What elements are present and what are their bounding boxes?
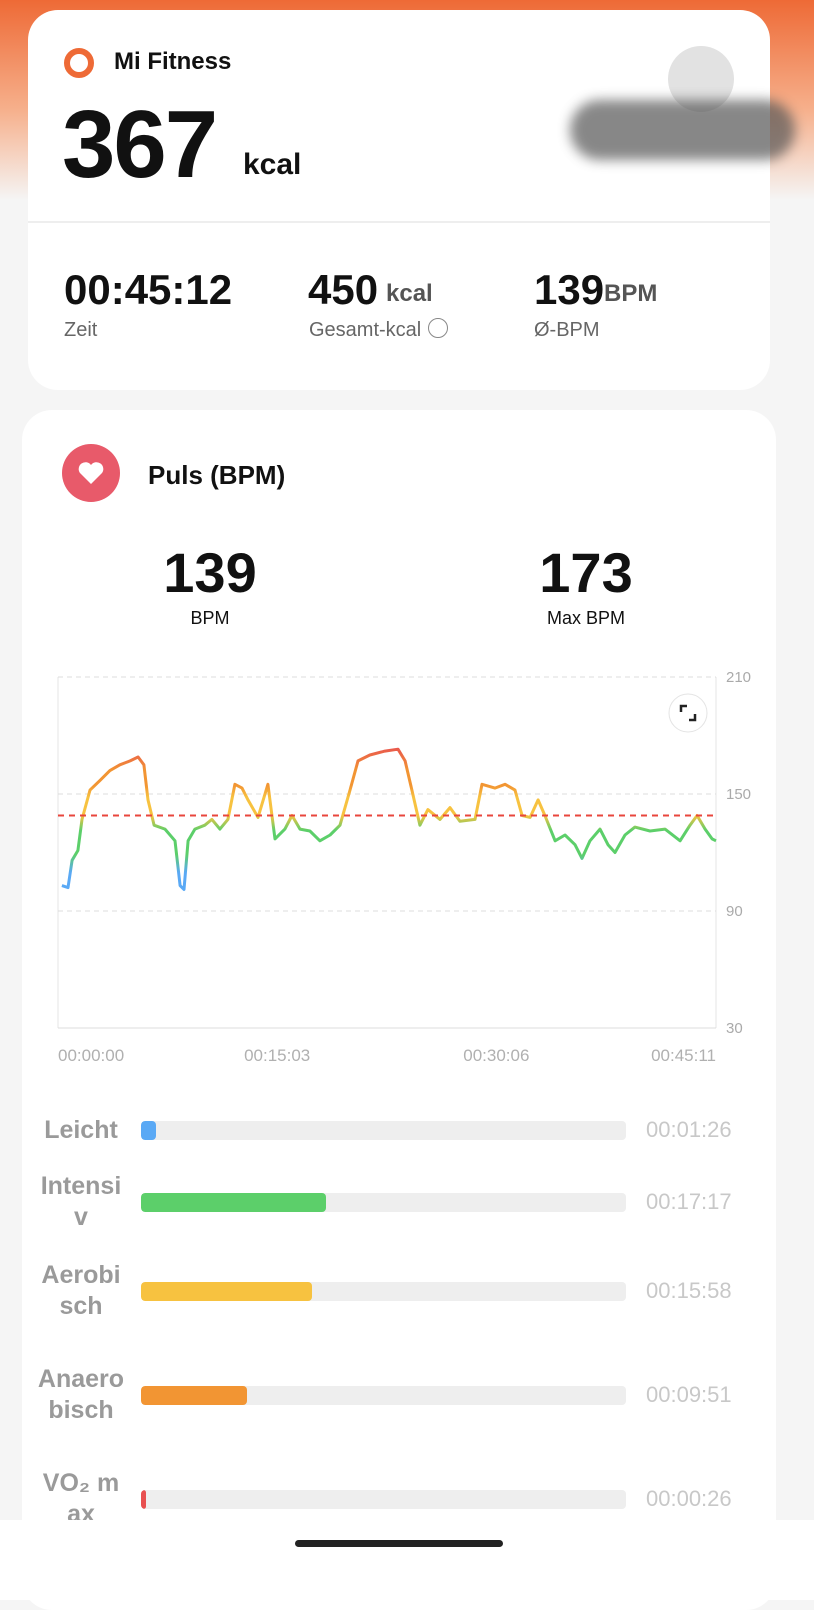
stat-label: Zeit bbox=[64, 319, 98, 341]
y-tick-label: 210 bbox=[726, 669, 751, 686]
zone-time: 00:15:58 bbox=[646, 1278, 732, 1303]
calories: 367 bbox=[62, 91, 218, 198]
zone-time: 00:01:26 bbox=[646, 1117, 732, 1142]
zone-bar bbox=[141, 1386, 247, 1405]
x-tick-label: 00:00:00 bbox=[58, 1046, 124, 1065]
info-icon[interactable] bbox=[428, 318, 448, 338]
plot: 30 90 150 210 00:00:00 00:15:03 00:30:06 00:45:… bbox=[58, 669, 751, 1065]
app-name: Mi Fitness bbox=[114, 48, 232, 75]
stat-label: Gesamt-kcal bbox=[309, 319, 422, 341]
pulse-card bbox=[22, 410, 776, 1610]
heart-icon bbox=[62, 444, 120, 502]
zone-bar bbox=[141, 1121, 157, 1140]
stat-label: Ø-BPM bbox=[534, 319, 600, 341]
stat-unit: BPM bbox=[604, 280, 658, 307]
stat-value: 450 bbox=[308, 266, 379, 313]
zone-bar bbox=[141, 1490, 146, 1509]
y-tick-label: 150 bbox=[726, 786, 751, 803]
zone-bar bbox=[141, 1193, 327, 1212]
zone-track bbox=[141, 1282, 626, 1301]
x-tick-label: 00:45:11 bbox=[651, 1046, 716, 1065]
zone-bar bbox=[141, 1282, 313, 1301]
avg-bpm-label: BPM bbox=[190, 608, 230, 628]
stat-value: 139 bbox=[534, 266, 605, 313]
app-icon bbox=[64, 48, 94, 78]
expand-button[interactable] bbox=[668, 693, 708, 733]
zone-time: 00:00:26 bbox=[646, 1486, 732, 1511]
y-tick-label: 90 bbox=[726, 903, 743, 920]
zone-name: Aerobisch bbox=[41, 1261, 121, 1320]
heart-rate-line bbox=[61, 747, 717, 891]
home-indicator[interactable] bbox=[295, 1540, 503, 1547]
heart-rate-chart: 30 90 150 210 00:00:00 00:15:03 00:30:06 00:45:… bbox=[57, 669, 751, 1065]
zone-name: Leicht bbox=[44, 1115, 118, 1144]
zone-track bbox=[141, 1490, 626, 1509]
x-tick-label: 00:15:03 bbox=[244, 1046, 310, 1065]
max-bpm: 173 bbox=[539, 541, 633, 604]
nav-bar bbox=[0, 1520, 814, 1600]
zone-time: 00:09:51 bbox=[646, 1382, 732, 1407]
x-tick-label: 00:30:06 bbox=[463, 1046, 529, 1065]
zone-name: Anaerobisch bbox=[37, 1365, 125, 1424]
summary-card bbox=[28, 10, 770, 390]
divider bbox=[28, 221, 770, 223]
zone-track bbox=[141, 1386, 626, 1405]
y-tick-label: 30 bbox=[726, 1020, 743, 1037]
max-bpm-label: Max BPM bbox=[546, 608, 625, 628]
avg-bpm: 139 bbox=[163, 541, 257, 604]
expand-icon bbox=[679, 704, 697, 722]
pulse-title: Puls (BPM) bbox=[148, 460, 286, 490]
zone-time: 00:17:17 bbox=[646, 1189, 732, 1214]
redacted-id bbox=[570, 100, 795, 160]
heart-glyph bbox=[78, 462, 104, 484]
stat-unit: kcal bbox=[386, 280, 433, 307]
zone-name: Intensiv bbox=[40, 1172, 122, 1231]
zone-track bbox=[141, 1121, 626, 1140]
stat-value: 00:45:12 bbox=[64, 266, 233, 313]
calories-unit: kcal bbox=[243, 148, 302, 181]
heart-shape bbox=[78, 462, 104, 484]
zone-track bbox=[141, 1193, 626, 1212]
